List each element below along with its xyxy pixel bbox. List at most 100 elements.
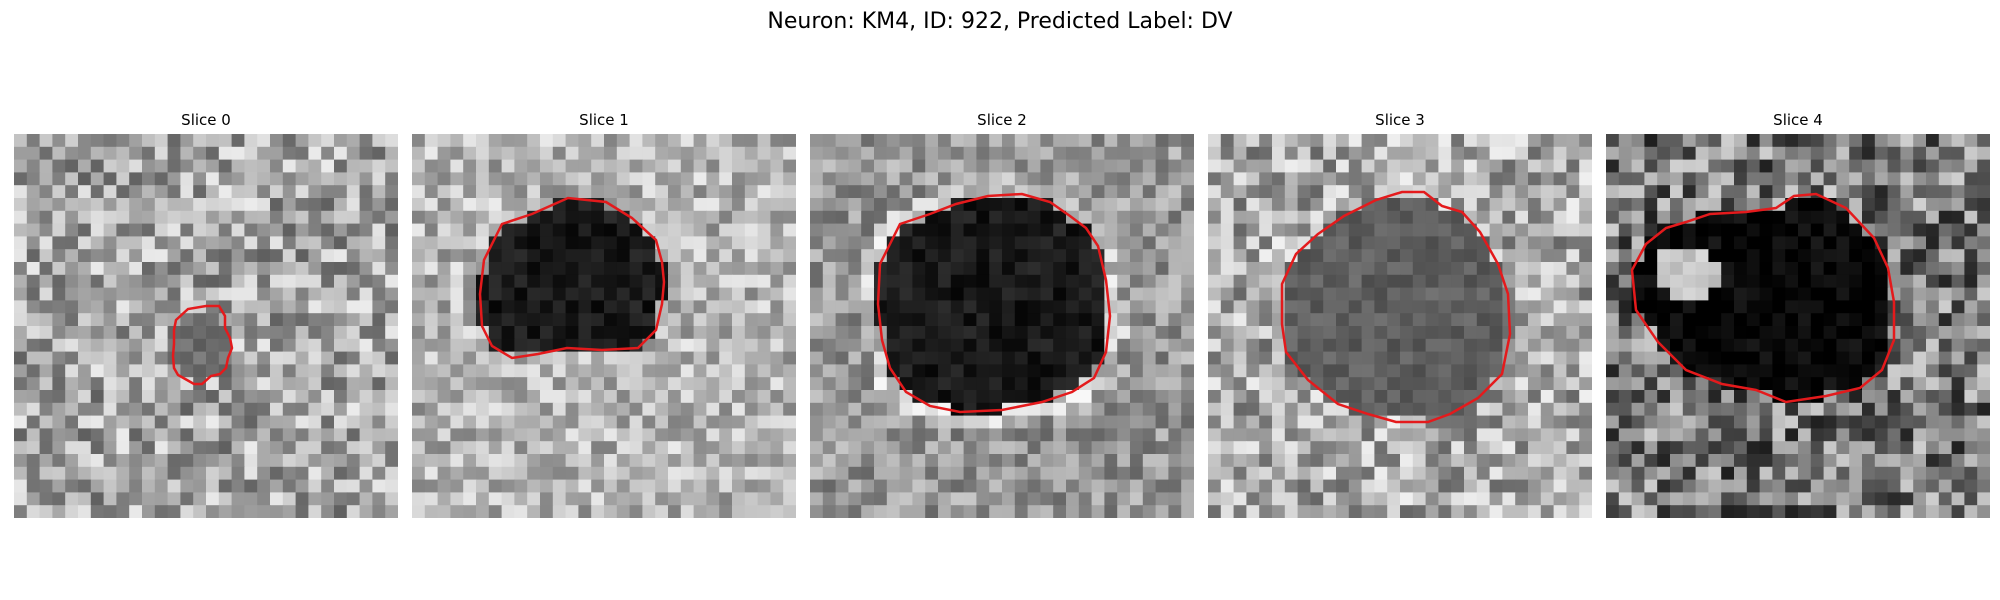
pixel-cell	[1734, 134, 1747, 147]
pixel-cell	[630, 492, 643, 505]
pixel-cell	[283, 326, 296, 339]
pixel-cell	[1977, 300, 1990, 313]
pixel-cell	[155, 390, 168, 403]
pixel-cell	[1913, 505, 1926, 518]
pixel-cell	[1323, 147, 1336, 160]
pixel-cell	[206, 224, 219, 237]
pixel-cell	[1939, 262, 1952, 275]
pixel-cell	[1785, 134, 1798, 147]
pixel-cell	[783, 480, 796, 493]
pixel-cell	[104, 288, 117, 301]
pixel-cell	[142, 198, 155, 211]
pixel-cell	[1683, 275, 1696, 288]
pixel-cell	[1798, 428, 1811, 441]
pixel-cell	[1413, 198, 1426, 211]
pixel-cell	[283, 262, 296, 275]
pixel-cell	[347, 505, 360, 518]
pixel-cell	[925, 288, 938, 301]
pixel-cell	[232, 198, 245, 211]
pixel-cell	[1683, 249, 1696, 262]
pixel-cell	[1400, 403, 1413, 416]
pixel-cell	[308, 364, 321, 377]
pixel-cell	[1259, 185, 1272, 198]
pixel-cell	[1760, 339, 1773, 352]
pixel-cell	[193, 224, 206, 237]
pixel-cell	[1579, 416, 1592, 429]
pixel-cell	[1606, 262, 1619, 275]
pixel-cell	[1939, 224, 1952, 237]
pixel-cell	[65, 198, 78, 211]
pixel-cell	[1760, 224, 1773, 237]
pixel-cell	[1721, 326, 1734, 339]
pixel-cell	[1964, 185, 1977, 198]
pixel-cell	[27, 492, 40, 505]
pixel-cell	[244, 352, 257, 365]
pixel-cell	[1836, 300, 1849, 313]
pixel-cell	[308, 236, 321, 249]
pixel-cell	[321, 416, 334, 429]
pixel-cell	[887, 505, 900, 518]
pixel-cell	[360, 352, 373, 365]
pixel-cell	[334, 505, 347, 518]
pixel-cell	[1862, 147, 1875, 160]
pixel-cell	[219, 172, 232, 185]
pixel-cell	[283, 454, 296, 467]
pixel-cell	[1798, 147, 1811, 160]
pixel-cell	[1619, 172, 1632, 185]
pixel-cell	[321, 403, 334, 416]
pixel-cell	[1528, 147, 1541, 160]
pixel-cell	[1092, 339, 1105, 352]
pixel-cell	[1554, 467, 1567, 480]
pixel-cell	[1811, 454, 1824, 467]
pixel-cell	[1836, 313, 1849, 326]
pixel-cell	[642, 147, 655, 160]
pixel-cell	[1721, 147, 1734, 160]
pixel-cell	[180, 249, 193, 262]
pixel-cell	[1849, 172, 1862, 185]
pixel-cell	[1272, 480, 1285, 493]
pixel-cell	[1644, 134, 1657, 147]
pixel-cell	[450, 403, 463, 416]
pixel-cell	[1862, 480, 1875, 493]
pixel-cell	[668, 454, 681, 467]
pixel-cell	[1696, 172, 1709, 185]
pixel-cell	[925, 262, 938, 275]
pixel-cell	[925, 339, 938, 352]
pixel-cell	[1721, 492, 1734, 505]
pixel-cell	[989, 160, 1002, 173]
pixel-cell	[681, 172, 694, 185]
pixel-cell	[40, 172, 53, 185]
pixel-cell	[65, 288, 78, 301]
pixel-cell	[489, 198, 502, 211]
pixel-cell	[1298, 160, 1311, 173]
pixel-cell	[142, 492, 155, 505]
pixel-cell	[489, 403, 502, 416]
pixel-cell	[1696, 147, 1709, 160]
pixel-cell	[91, 416, 104, 429]
pixel-cell	[296, 172, 309, 185]
pixel-cell	[219, 249, 232, 262]
pixel-cell	[1760, 364, 1773, 377]
pixel-cell	[1772, 275, 1785, 288]
pixel-cell	[1464, 492, 1477, 505]
pixel-cell	[514, 249, 527, 262]
pixel-cell	[1464, 249, 1477, 262]
pixel-cell	[1657, 134, 1670, 147]
pixel-cell	[502, 403, 515, 416]
pixel-cell	[1490, 339, 1503, 352]
pixel-cell	[655, 224, 668, 237]
pixel-cell	[168, 275, 181, 288]
pixel-cell	[1387, 211, 1400, 224]
pixel-cell	[1811, 492, 1824, 505]
pixel-cell	[591, 377, 604, 390]
pixel-cell	[591, 480, 604, 493]
pixel-cell	[1760, 403, 1773, 416]
pixel-cell	[65, 441, 78, 454]
pixel-cell	[540, 428, 553, 441]
pixel-cell	[770, 467, 783, 480]
pixel-cell	[617, 236, 630, 249]
pixel-cell	[874, 377, 887, 390]
pixel-cell	[1477, 339, 1490, 352]
pixel-cell	[951, 454, 964, 467]
pixel-cell	[14, 492, 27, 505]
